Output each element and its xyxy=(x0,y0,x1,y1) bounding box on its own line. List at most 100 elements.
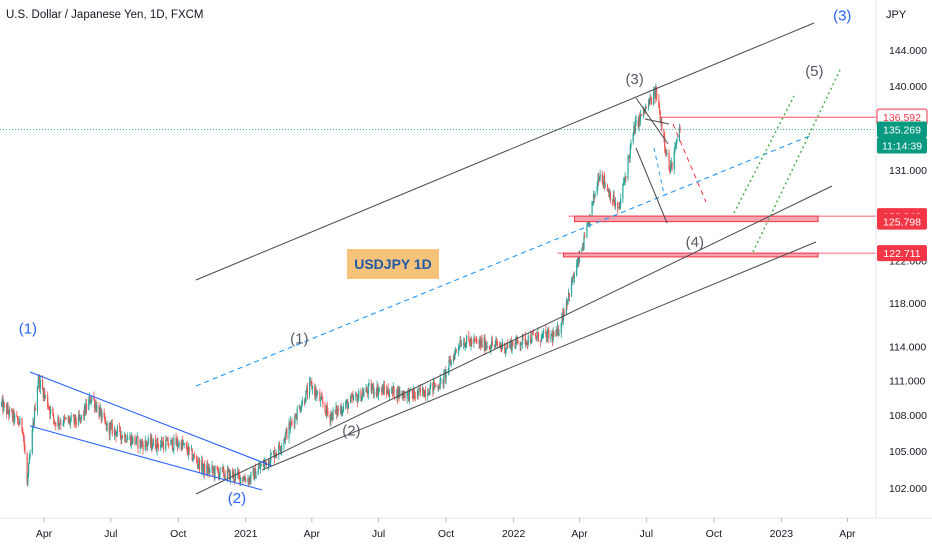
candle-body xyxy=(137,436,139,449)
candle-body xyxy=(361,396,363,402)
candle-body xyxy=(562,312,565,321)
candle-body xyxy=(12,411,14,419)
wave-label: (2) xyxy=(228,490,246,507)
channel-inner xyxy=(261,241,817,471)
candle-body xyxy=(614,204,616,206)
candle-body xyxy=(486,346,488,348)
candle-body xyxy=(547,330,549,332)
candle-body xyxy=(555,330,557,337)
candle-body xyxy=(69,418,71,424)
candle-body xyxy=(270,453,273,455)
candle-body xyxy=(540,341,542,343)
price-axis[interactable]: JPY 102.000 105.000 108.000 111.000 114.000 1… xyxy=(875,0,932,550)
candle-body xyxy=(232,472,234,478)
candle-body xyxy=(64,418,66,420)
candle-body xyxy=(207,465,209,473)
candle-body xyxy=(357,398,359,403)
triangle-line-2 xyxy=(644,118,670,125)
x-tick-label: Oct xyxy=(706,528,722,540)
candle-body xyxy=(306,388,308,391)
candle-body xyxy=(491,341,493,345)
candle-body xyxy=(142,444,144,450)
candle-body xyxy=(176,440,178,445)
candle-body xyxy=(661,121,663,130)
candle-body xyxy=(444,371,446,373)
candle-body xyxy=(304,401,306,404)
candle-body xyxy=(548,330,550,339)
candle-body xyxy=(325,405,328,415)
candle-body xyxy=(28,463,30,475)
candle-body xyxy=(88,400,90,410)
candle-body xyxy=(42,388,44,398)
candle-body xyxy=(65,417,67,419)
candle-body xyxy=(242,477,244,482)
candle-body xyxy=(132,436,134,444)
candle-body xyxy=(146,443,149,447)
candle-body xyxy=(612,195,614,202)
candle-body xyxy=(130,436,132,446)
candle-body xyxy=(124,434,127,442)
candle-body xyxy=(263,462,265,467)
candle-body xyxy=(74,415,77,423)
candle-body xyxy=(535,336,537,339)
candle-body xyxy=(430,382,432,387)
time-axis[interactable]: Apr Jul Oct 2021 Apr Jul Oct 2022 Apr Jul Oct 2023 A… xyxy=(0,517,932,550)
candle-body xyxy=(460,341,462,346)
y-tick-label: 108.000 xyxy=(889,410,927,422)
candle-body xyxy=(39,376,41,389)
candle-body xyxy=(0,403,3,404)
candle-body xyxy=(545,333,548,342)
candle-body xyxy=(27,474,29,484)
candle-body xyxy=(445,369,447,379)
candle-body xyxy=(455,349,457,352)
candle-body xyxy=(356,395,358,403)
candle-body xyxy=(67,417,69,422)
candle-body xyxy=(372,385,374,389)
candle-body xyxy=(21,418,23,430)
candle-body xyxy=(284,433,286,441)
candle-body xyxy=(99,408,102,410)
candle-body xyxy=(645,106,647,108)
candle-body xyxy=(627,157,629,179)
candle-body xyxy=(526,343,529,345)
candle-body xyxy=(598,178,601,182)
candle-body xyxy=(24,446,26,454)
candle-body xyxy=(185,443,187,446)
candle-body xyxy=(551,333,554,341)
candle-body xyxy=(325,410,327,415)
candle-body xyxy=(124,434,126,438)
candle-body xyxy=(300,405,303,410)
candle-body xyxy=(488,346,490,348)
x-tick-label: 2021 xyxy=(234,528,258,540)
candle-body xyxy=(168,445,170,447)
candle-body xyxy=(229,469,231,481)
candle-body xyxy=(293,422,295,424)
candle-body xyxy=(582,246,584,250)
candle-body xyxy=(135,436,138,443)
candle-body xyxy=(572,274,574,283)
candle-body xyxy=(140,440,142,447)
candle-body xyxy=(567,292,570,299)
candle-body xyxy=(496,341,498,343)
candle-body xyxy=(447,369,449,370)
candle-body xyxy=(561,313,563,324)
candle-body xyxy=(311,381,313,390)
candle-body xyxy=(490,341,493,348)
candle-body xyxy=(85,403,87,415)
x-tick-label: Jul xyxy=(640,528,653,540)
candle-body xyxy=(345,401,347,406)
candle-body xyxy=(634,121,636,133)
channel-lower xyxy=(195,185,833,495)
candle-body xyxy=(556,330,558,334)
candle-body xyxy=(206,465,208,475)
candle-body xyxy=(347,400,349,409)
candle-body xyxy=(401,390,403,396)
candle-body xyxy=(127,437,129,440)
candle-body xyxy=(399,390,401,397)
candle-body xyxy=(160,444,162,448)
candle-body xyxy=(622,184,624,199)
candle-body xyxy=(468,339,471,343)
candle-body xyxy=(495,341,497,344)
candle-body xyxy=(299,406,301,412)
